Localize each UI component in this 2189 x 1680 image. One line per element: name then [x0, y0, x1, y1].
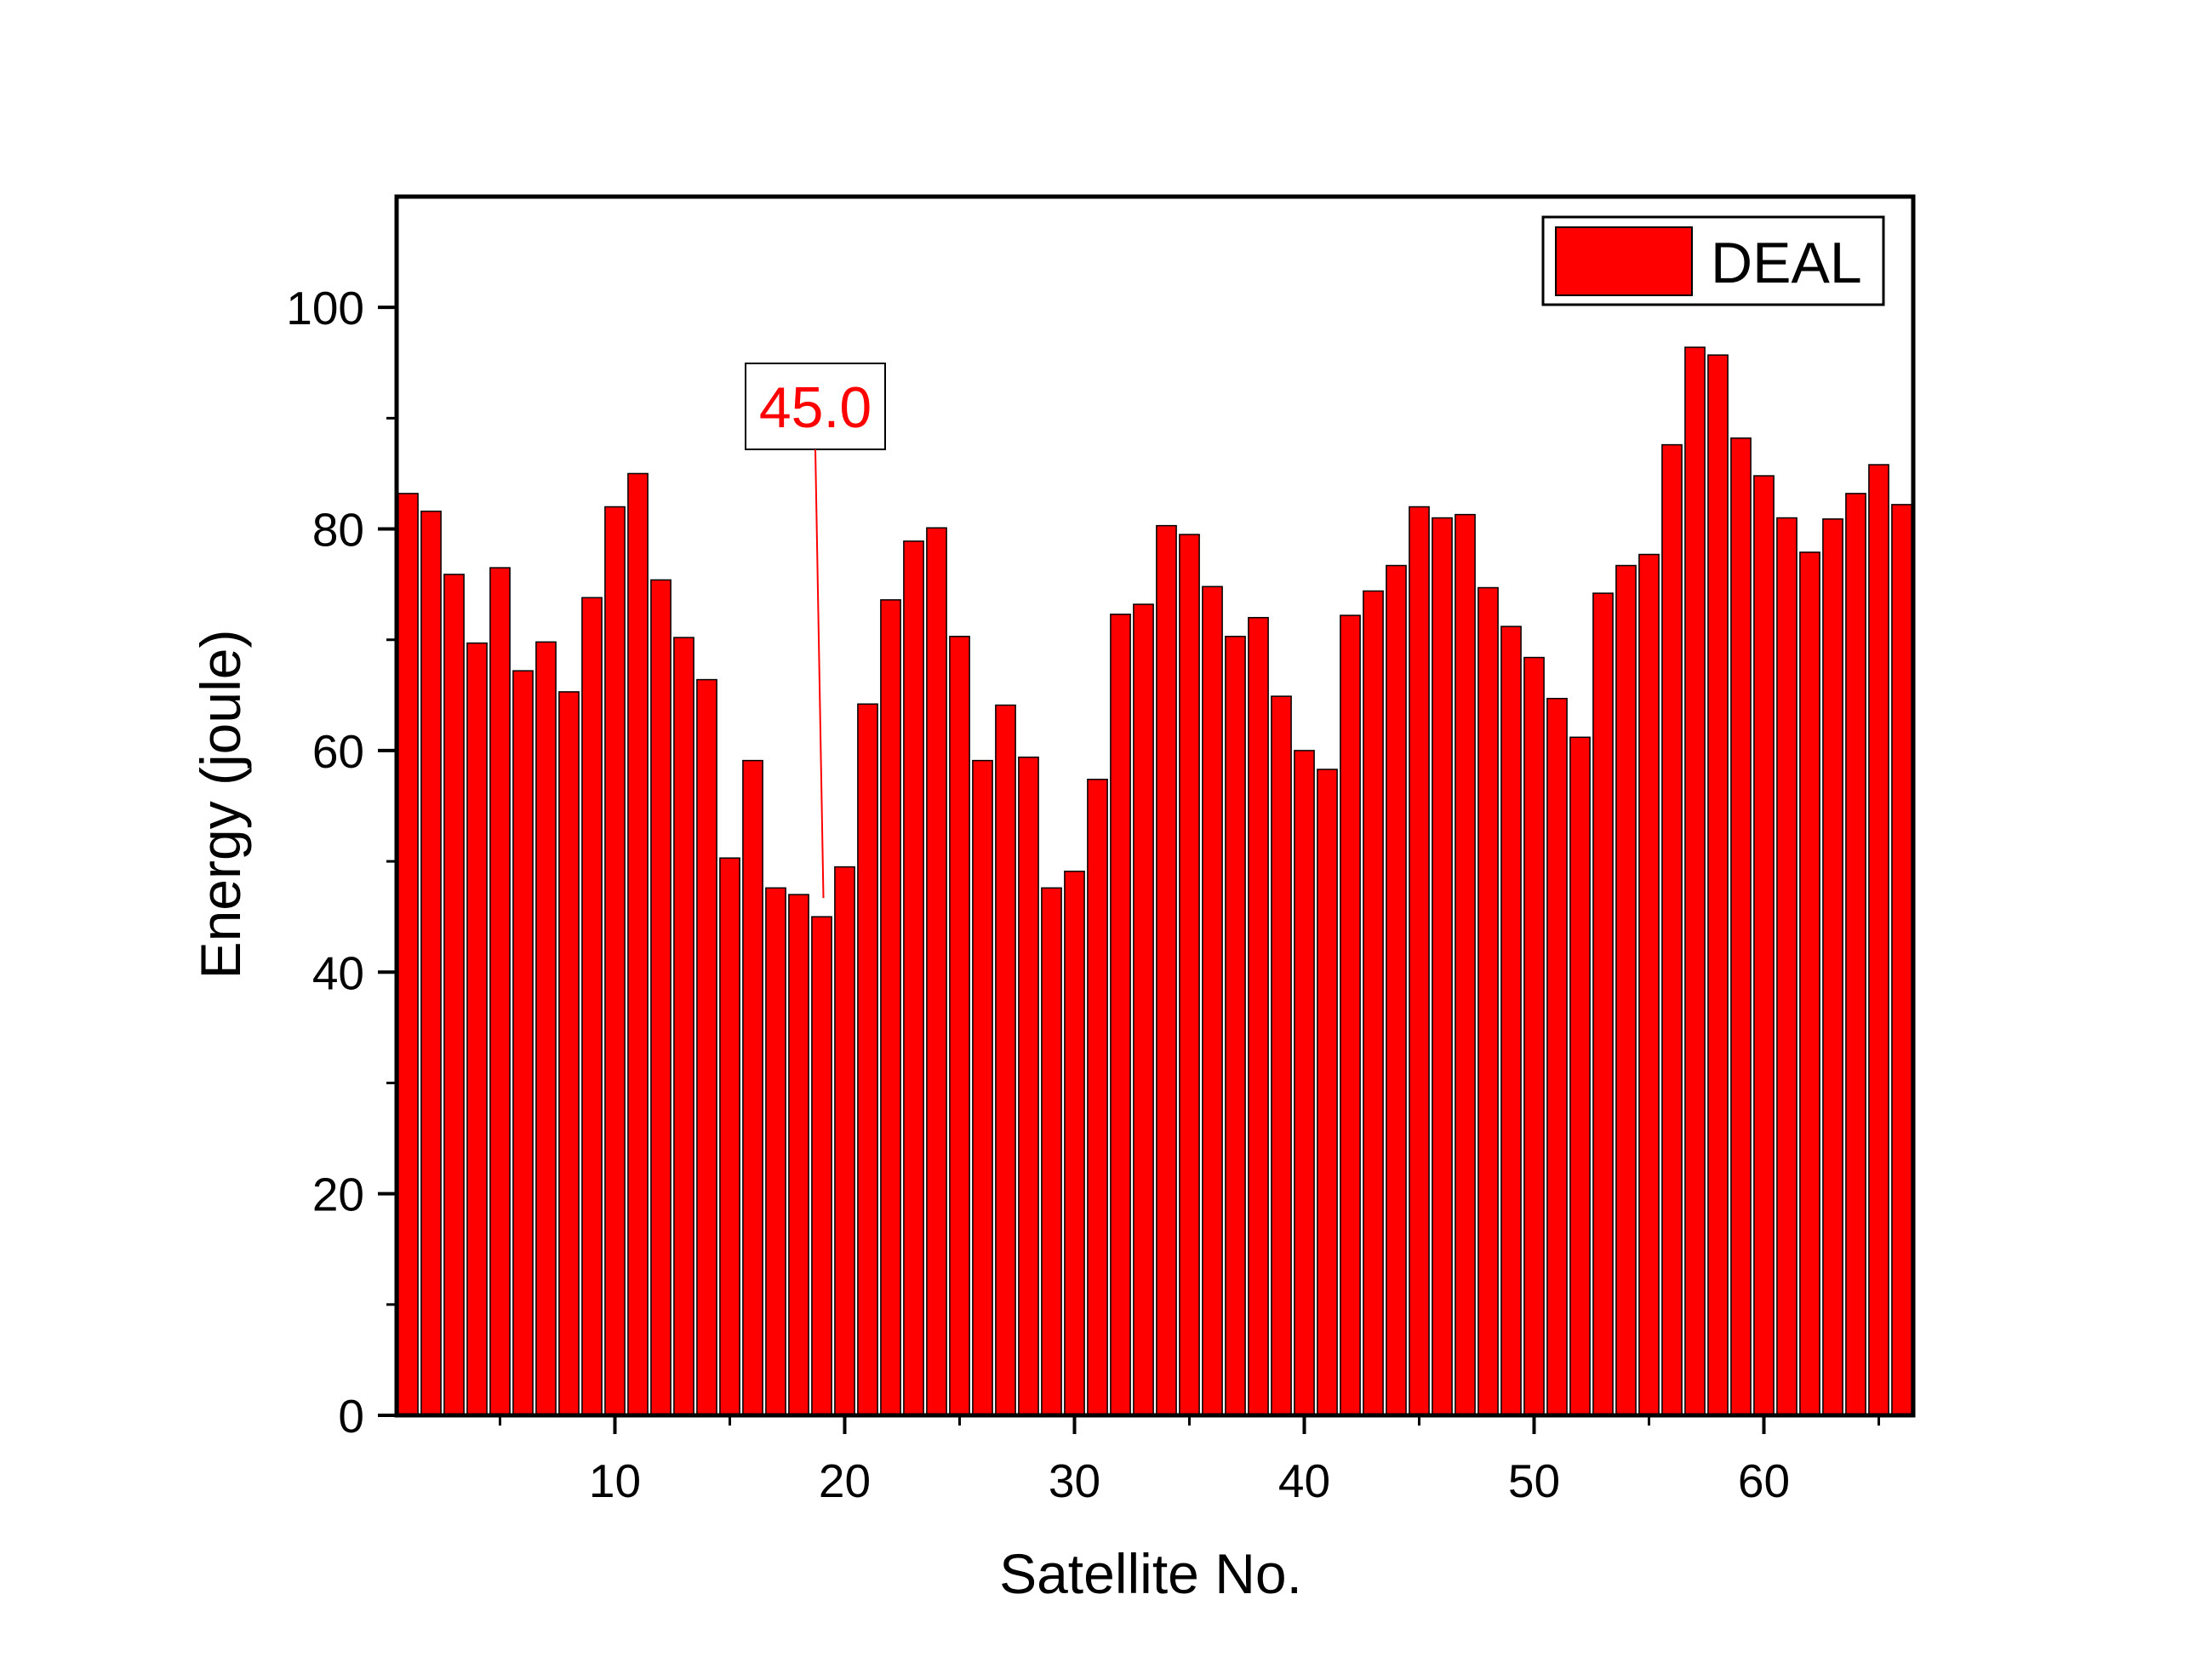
bar [650, 579, 672, 1416]
ticks-layer: 0 20 40 60 80 100 10 20 30 40 50 60 [286, 282, 1880, 1507]
bar [1684, 346, 1706, 1416]
bar [880, 599, 901, 1416]
bar [535, 641, 557, 1416]
bar [1133, 603, 1154, 1416]
y-tick-label: 60 [312, 725, 364, 778]
bar [1477, 586, 1499, 1416]
legend-swatch [1555, 226, 1693, 296]
bar [1707, 354, 1729, 1416]
x-tick-label: 20 [819, 1454, 871, 1507]
bar [1500, 626, 1522, 1416]
bar [1799, 551, 1820, 1416]
bar [581, 597, 603, 1416]
x-tick-label: 10 [589, 1454, 641, 1507]
bar [811, 916, 832, 1416]
bar [742, 759, 763, 1416]
bar [765, 887, 786, 1416]
bar [627, 472, 649, 1416]
annotation-layer: 45.0 [745, 363, 886, 899]
bar [1317, 769, 1338, 1416]
bar [397, 493, 419, 1416]
bar [1753, 475, 1775, 1416]
x-tick-label: 30 [1049, 1454, 1100, 1507]
bar [696, 678, 717, 1416]
y-tick-label: 40 [312, 946, 364, 999]
annotation-leader-line [814, 449, 825, 899]
x-axis-label: Satellite No. [999, 1542, 1302, 1605]
y-axis-label: Energy (joule) [189, 630, 252, 980]
bar [788, 894, 809, 1416]
annotation-label: 45.0 [759, 375, 872, 440]
bar [1661, 443, 1683, 1416]
bar [512, 670, 534, 1416]
bar [1294, 750, 1315, 1416]
bar [1018, 756, 1039, 1416]
bar [1546, 697, 1568, 1416]
x-tick-label: 60 [1738, 1454, 1790, 1507]
bar [926, 527, 947, 1416]
legend-label: DEAL [1711, 231, 1862, 295]
x-tick-label: 40 [1278, 1454, 1330, 1507]
bar [1845, 493, 1866, 1416]
bar [1776, 517, 1797, 1416]
bar [1891, 504, 1912, 1416]
bar [1592, 592, 1614, 1416]
annotation-box [745, 363, 886, 450]
bar [1041, 887, 1062, 1416]
bar [949, 636, 970, 1416]
bar [489, 567, 511, 1416]
x-tick-label: 50 [1508, 1454, 1560, 1507]
bar [604, 506, 626, 1416]
bar [1202, 586, 1223, 1416]
bar [1822, 518, 1843, 1416]
bar [995, 704, 1016, 1416]
bar [443, 574, 465, 1416]
bar [1615, 564, 1637, 1416]
bar [1386, 564, 1407, 1416]
bars-layer [397, 346, 1912, 1416]
bar [719, 857, 740, 1416]
bar [1730, 437, 1752, 1416]
y-tick-label: 20 [312, 1169, 364, 1221]
bar [1271, 695, 1292, 1416]
bar [834, 866, 855, 1416]
bar [1409, 506, 1430, 1416]
y-tick-label: 0 [338, 1390, 364, 1443]
bar [673, 637, 694, 1416]
bar [1179, 534, 1200, 1416]
plot-frame [394, 194, 1916, 1418]
bar [1638, 553, 1660, 1416]
bar [903, 540, 924, 1416]
bar [558, 691, 580, 1416]
bar [1455, 513, 1476, 1416]
bar [1523, 656, 1545, 1416]
bar [1569, 736, 1591, 1416]
bar [1432, 517, 1453, 1416]
bar [857, 703, 878, 1416]
bar [1248, 616, 1269, 1416]
bar [466, 642, 488, 1416]
legend: DEAL [1541, 215, 1885, 306]
bar [972, 759, 993, 1416]
bar [1225, 636, 1246, 1416]
y-tick-label: 80 [312, 504, 364, 557]
bar [420, 510, 442, 1416]
bar [1868, 464, 1889, 1416]
bar [1087, 779, 1108, 1416]
bar [1064, 871, 1085, 1416]
bar [1363, 590, 1384, 1416]
bar [1340, 614, 1361, 1416]
bar [1156, 524, 1177, 1416]
bar [1110, 614, 1131, 1416]
y-tick-label: 100 [286, 282, 364, 334]
